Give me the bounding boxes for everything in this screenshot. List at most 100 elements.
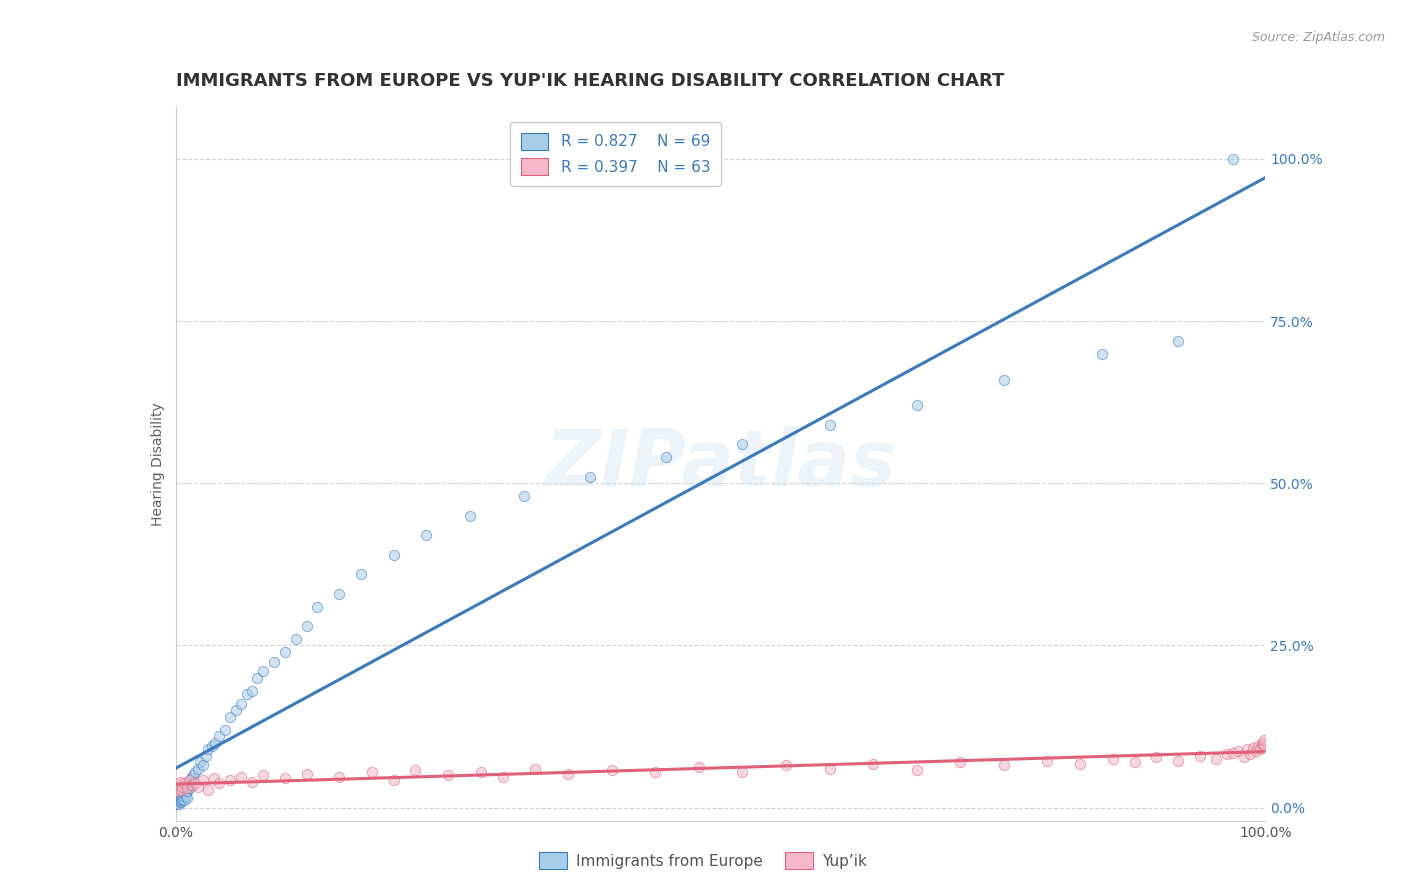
Point (688, 760, 710, 774)
Point (246, 671, 269, 685)
Point (350, 567, 373, 582)
Point (818, 762, 841, 776)
Legend: Immigrants from Europe, Yup’ik: Immigrants from Europe, Yup’ik (533, 846, 873, 875)
Point (1253, 739, 1275, 753)
Point (775, 758, 797, 772)
Point (177, 773, 200, 788)
Point (993, 372, 1015, 386)
Point (169, 794, 191, 808)
Point (644, 764, 666, 779)
Point (197, 742, 219, 756)
Point (179, 781, 201, 796)
Point (731, 764, 754, 779)
Point (219, 710, 242, 724)
Legend: R = 0.827    N = 69, R = 0.397    N = 63: R = 0.827 N = 69, R = 0.397 N = 63 (510, 122, 721, 186)
Point (1247, 739, 1270, 753)
Point (191, 773, 214, 788)
Point (201, 739, 224, 753)
Point (307, 599, 329, 614)
Point (1232, 750, 1256, 764)
Point (169, 790, 191, 805)
Point (214, 723, 236, 737)
Point (382, 548, 405, 562)
Point (1227, 743, 1250, 757)
Point (470, 764, 492, 779)
Point (184, 776, 207, 790)
Point (1249, 742, 1271, 756)
Point (274, 645, 297, 659)
Point (600, 763, 623, 777)
Point (1167, 754, 1189, 768)
Point (176, 791, 198, 805)
Point (557, 767, 579, 781)
Point (170, 788, 193, 802)
Point (172, 780, 194, 794)
Point (240, 684, 263, 698)
Point (173, 786, 195, 800)
Point (208, 729, 231, 743)
Point (231, 770, 253, 784)
Point (191, 758, 214, 772)
Point (524, 762, 547, 776)
Point (172, 791, 194, 805)
Point (274, 772, 297, 786)
Point (818, 417, 841, 432)
Point (1144, 750, 1167, 764)
Point (1241, 741, 1264, 756)
Point (328, 770, 350, 784)
Point (579, 470, 602, 484)
Point (176, 784, 198, 798)
Point (360, 764, 382, 779)
Point (240, 774, 263, 789)
Point (437, 768, 460, 782)
Point (172, 784, 194, 798)
Point (1251, 737, 1274, 751)
Point (1069, 756, 1091, 771)
Point (905, 763, 928, 777)
Point (170, 782, 193, 797)
Point (252, 768, 274, 782)
Point (655, 450, 678, 465)
Point (415, 528, 437, 542)
Point (1251, 736, 1274, 750)
Point (492, 770, 515, 784)
Point (1244, 743, 1267, 757)
Point (1189, 748, 1212, 763)
Point (731, 437, 754, 451)
Point (1091, 346, 1114, 360)
Point (1236, 742, 1258, 756)
Point (263, 655, 285, 669)
Point (177, 778, 200, 792)
Point (169, 774, 191, 789)
Text: ZIPatlas: ZIPatlas (544, 425, 897, 502)
Point (862, 756, 884, 771)
Point (284, 632, 307, 646)
Point (905, 399, 928, 413)
Point (173, 776, 195, 790)
Point (513, 489, 536, 503)
Point (174, 789, 197, 803)
Point (176, 781, 198, 796)
Point (167, 786, 190, 800)
Point (166, 797, 188, 812)
Point (208, 776, 231, 790)
Point (172, 781, 194, 796)
Point (1216, 747, 1239, 762)
Point (167, 782, 190, 797)
Point (166, 791, 188, 805)
Point (195, 748, 218, 763)
Point (167, 784, 190, 798)
Point (167, 789, 190, 803)
Point (458, 508, 481, 523)
Point (167, 778, 190, 792)
Point (172, 789, 194, 803)
Point (166, 781, 188, 796)
Point (382, 773, 405, 788)
Point (1102, 752, 1125, 766)
Point (295, 767, 318, 781)
Point (235, 687, 257, 701)
Point (1205, 752, 1227, 766)
Point (166, 794, 188, 808)
Point (170, 793, 193, 807)
Text: IMMIGRANTS FROM EUROPE VS YUP'IK HEARING DISABILITY CORRELATION CHART: IMMIGRANTS FROM EUROPE VS YUP'IK HEARING… (176, 72, 1004, 90)
